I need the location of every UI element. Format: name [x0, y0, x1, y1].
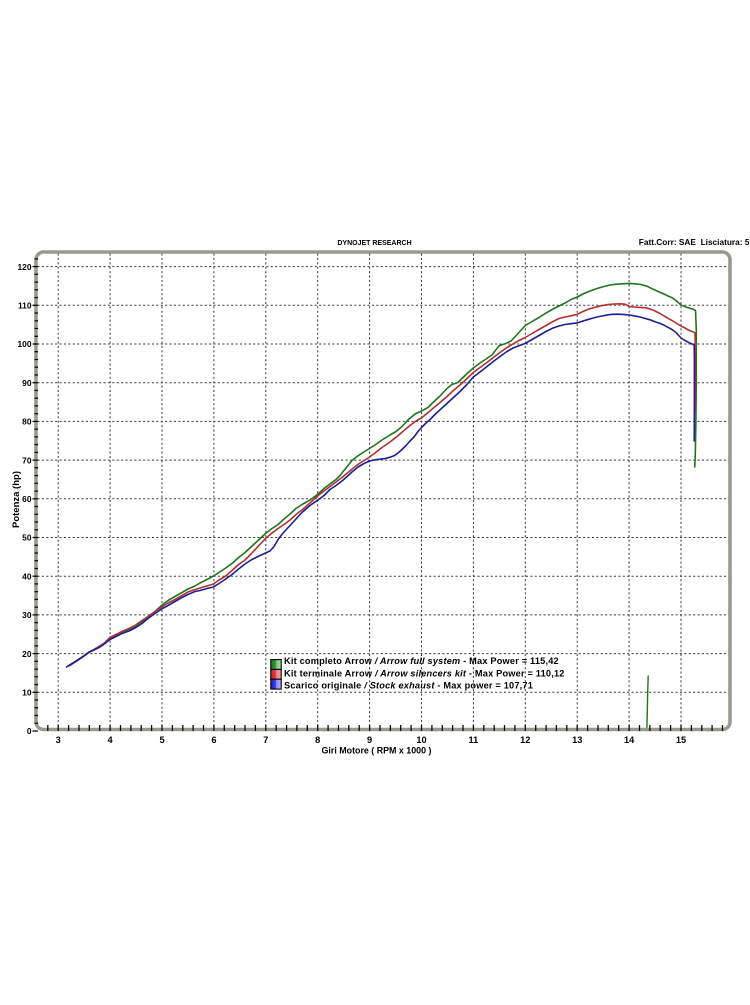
svg-text:8: 8	[315, 735, 320, 745]
svg-text:Fatt.Corr: SAE Lisciatura: 5: Fatt.Corr: SAE Lisciatura: 5	[639, 237, 750, 247]
svg-text:13: 13	[572, 735, 582, 745]
svg-text:110: 110	[18, 301, 32, 311]
svg-text:3: 3	[56, 735, 61, 745]
svg-text:20: 20	[22, 649, 32, 659]
svg-text:80: 80	[22, 417, 32, 427]
svg-text:40: 40	[22, 571, 32, 581]
svg-text:6: 6	[211, 735, 216, 745]
svg-text:11: 11	[469, 735, 479, 745]
svg-text:0: 0	[27, 726, 32, 736]
svg-text:90: 90	[22, 378, 32, 388]
svg-text:Kit completo Arrow / Arrow ful: Kit completo Arrow / Arrow full system -…	[284, 656, 559, 666]
svg-text:70: 70	[22, 455, 32, 465]
svg-text:4: 4	[108, 735, 114, 745]
svg-text:12: 12	[520, 735, 530, 745]
svg-text:Giri Motore ( RPM x 1000 ): Giri Motore ( RPM x 1000 )	[322, 746, 432, 756]
svg-text:10: 10	[22, 688, 32, 698]
svg-text:50: 50	[22, 533, 32, 543]
svg-text:5: 5	[159, 735, 164, 745]
svg-text:120: 120	[18, 262, 32, 272]
svg-text:100: 100	[18, 339, 32, 349]
svg-text:15: 15	[676, 735, 686, 745]
svg-text:Scarico originale / Stock exha: Scarico originale / Stock exhaust - Max …	[284, 680, 533, 690]
svg-text:60: 60	[22, 494, 32, 504]
svg-text:7: 7	[263, 735, 268, 745]
svg-text:Potenza (hp): Potenza (hp)	[11, 471, 22, 528]
svg-text:Kit terminale Arrow / Arrow si: Kit terminale Arrow / Arrow silencers ki…	[284, 668, 565, 678]
svg-text:14: 14	[624, 735, 635, 745]
svg-text:30: 30	[22, 610, 32, 620]
svg-text:9: 9	[367, 735, 372, 745]
svg-text:DYNOJET RESEARCH: DYNOJET RESEARCH	[337, 240, 411, 247]
svg-text:10: 10	[416, 735, 426, 745]
